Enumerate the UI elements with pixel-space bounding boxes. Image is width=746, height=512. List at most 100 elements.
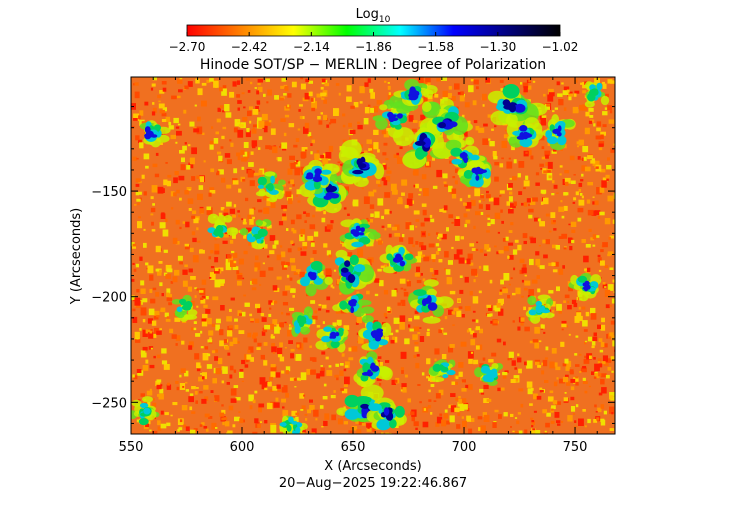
noise-speck (443, 205, 448, 211)
plot-frame (130, 76, 616, 435)
noise-speck (157, 394, 160, 397)
noise-speck (474, 188, 481, 197)
noise-speck (241, 166, 245, 170)
noise-speck (583, 359, 590, 364)
noise-speck (412, 334, 418, 340)
noise-speck (255, 106, 259, 110)
noise-speck (335, 363, 339, 367)
noise-speck (524, 274, 527, 277)
noise-speck (249, 180, 255, 187)
noise-speck (275, 397, 279, 402)
noise-speck (322, 158, 329, 165)
noise-speck (520, 82, 523, 85)
noise-speck (300, 166, 306, 173)
noise-speck (596, 417, 600, 421)
noise-speck (517, 244, 522, 251)
noise-speck (593, 332, 597, 337)
noise-speck (147, 420, 151, 425)
noise-speck (301, 405, 306, 411)
noise-speck (493, 156, 498, 160)
noise-speck (357, 341, 359, 343)
noise-speck (390, 339, 395, 344)
noise-speck (587, 155, 593, 160)
noise-speck (485, 204, 491, 210)
noise-speck (169, 294, 172, 298)
noise-speck (232, 81, 237, 87)
noise-speck (546, 412, 551, 417)
noise-speck (303, 211, 307, 214)
noise-speck (435, 422, 440, 427)
noise-speck (382, 162, 386, 165)
noise-speck (135, 263, 139, 268)
noise-speck (201, 318, 207, 322)
noise-speck (423, 188, 429, 197)
noise-speck (309, 357, 316, 361)
noise-speck (301, 147, 308, 152)
noise-speck (491, 128, 494, 131)
noise-speck (531, 425, 534, 428)
noise-speck (466, 208, 470, 212)
noise-speck (221, 409, 226, 414)
noise-speck (535, 251, 540, 256)
noise-speck (554, 261, 559, 267)
noise-speck (428, 399, 432, 402)
noise-speck (525, 175, 529, 180)
noise-speck (300, 83, 306, 90)
noise-speck (294, 167, 301, 176)
noise-speck (517, 357, 522, 363)
noise-speck (399, 321, 405, 330)
noise-speck (224, 231, 230, 237)
noise-speck (509, 357, 512, 360)
noise-speck (320, 112, 323, 115)
noise-speck (549, 361, 555, 369)
noise-speck (325, 268, 332, 275)
noise-speck (506, 201, 510, 206)
noise-speck (480, 392, 485, 395)
noise-speck (584, 390, 588, 394)
noise-speck (203, 385, 209, 390)
noise-speck (460, 236, 464, 240)
noise-speck (563, 86, 570, 92)
noise-speck (482, 199, 485, 202)
noise-speck (284, 321, 287, 324)
noise-speck (569, 246, 573, 251)
noise-speck (271, 302, 274, 306)
noise-speck (191, 411, 196, 414)
noise-speck (533, 410, 537, 413)
noise-speck (503, 134, 510, 139)
noise-speck (453, 254, 460, 260)
noise-speck (475, 211, 481, 216)
noise-speck (233, 369, 237, 373)
noise-speck (269, 250, 275, 255)
noise-speck (184, 190, 190, 195)
noise-speck (391, 379, 396, 385)
noise-speck (216, 170, 220, 175)
noise-speck (278, 221, 284, 226)
noise-speck (251, 129, 257, 134)
noise-speck (201, 132, 205, 135)
noise-speck (311, 101, 317, 109)
noise-speck (287, 248, 292, 253)
noise-speck (160, 142, 163, 145)
noise-speck (420, 273, 423, 276)
polarization-feature (171, 294, 198, 322)
noise-speck (578, 188, 581, 192)
noise-speck (565, 360, 572, 367)
noise-speck (538, 245, 541, 247)
noise-speck (591, 371, 596, 375)
noise-speck (573, 302, 578, 308)
noise-speck (263, 196, 269, 201)
noise-speck (475, 319, 479, 323)
noise-speck (243, 294, 246, 297)
noise-speck (295, 138, 300, 142)
noise-speck (406, 279, 409, 282)
noise-speck (293, 144, 298, 148)
noise-speck (479, 212, 484, 215)
noise-speck (441, 77, 447, 81)
noise-speck (602, 242, 608, 248)
noise-speck (364, 150, 368, 154)
noise-speck (548, 92, 555, 97)
noise-speck (567, 415, 573, 422)
noise-speck (152, 430, 158, 434)
noise-speck (548, 175, 552, 179)
